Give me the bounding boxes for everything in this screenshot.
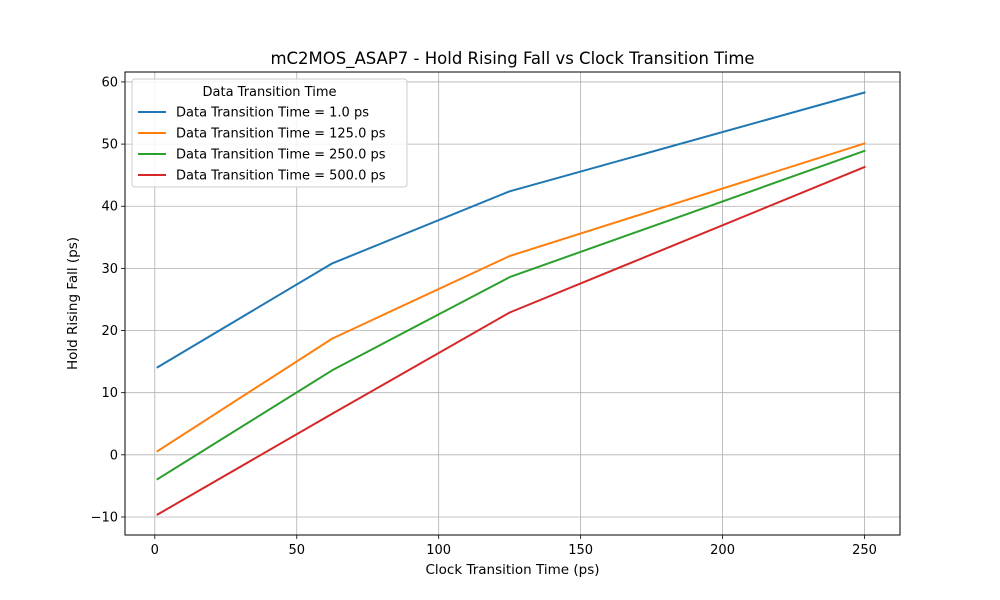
y-tick-label: 0 <box>110 448 118 463</box>
chart-title: mC2MOS_ASAP7 - Hold Rising Fall vs Clock… <box>270 49 754 69</box>
x-tick-label: 250 <box>852 543 877 558</box>
legend-entry-label: Data Transition Time = 500.0 ps <box>176 169 386 184</box>
legend-entry-label: Data Transition Time = 1.0 ps <box>176 106 369 121</box>
y-tick-label: 50 <box>101 138 118 153</box>
x-tick-label: 100 <box>426 543 451 558</box>
series-line-1 <box>156 91 866 369</box>
y-tick-label: −10 <box>91 510 118 525</box>
legend-entries: Data Transition Time = 1.0 ps Data Transi… <box>138 106 386 184</box>
series-line-2 <box>156 142 866 453</box>
series-line-4 <box>156 165 866 516</box>
y-tick-label: 40 <box>101 200 118 215</box>
y-tick-label: 10 <box>101 386 118 401</box>
plot-area-frame <box>124 71 901 536</box>
y-tick-label: 30 <box>101 262 118 277</box>
x-tick-label: 200 <box>710 543 735 558</box>
x-tick-label: 0 <box>151 543 159 558</box>
legend: Data Transition Time Data Transition Tim… <box>131 78 408 188</box>
y-tick-label: 60 <box>101 75 118 90</box>
legend-box <box>131 78 408 188</box>
x-axis-label: Clock Transition Time (ps) <box>425 562 599 578</box>
axis-ticks: 0 50 100 150 200 250 −10 0 10 20 30 40 50 60 <box>91 75 877 558</box>
series-line-3 <box>156 149 866 481</box>
series-lines <box>156 91 866 516</box>
y-axis-label: Hold Rising Fall (ps) <box>65 237 81 370</box>
legend-title: Data Transition Time <box>203 85 337 100</box>
y-tick-label: 20 <box>101 324 118 339</box>
x-tick-label: 50 <box>288 543 305 558</box>
legend-entry-label: Data Transition Time = 250.0 ps <box>176 148 386 163</box>
grid-lines <box>125 72 900 535</box>
x-tick-label: 150 <box>568 543 593 558</box>
legend-entry-label: Data Transition Time = 125.0 ps <box>176 127 386 142</box>
